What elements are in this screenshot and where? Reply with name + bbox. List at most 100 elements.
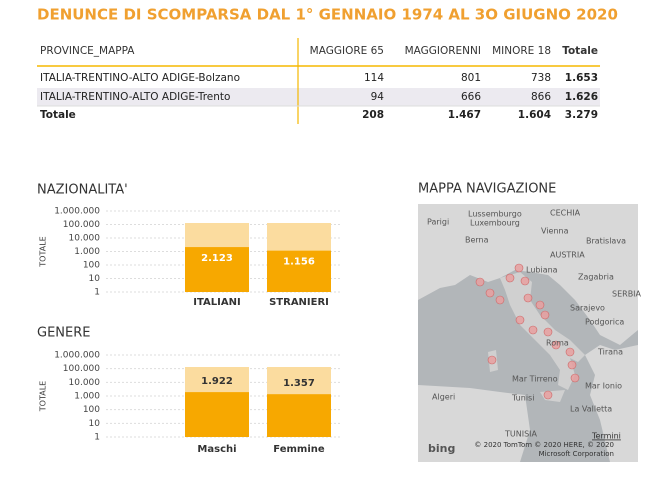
map-marker bbox=[570, 373, 580, 383]
map-africa bbox=[418, 385, 530, 462]
map-attribution: © 2020 TomTom © 2020 HERE, © 2020 Micros… bbox=[474, 441, 614, 458]
y-tick-label: 1 bbox=[94, 288, 100, 298]
y-tick-label: 10 bbox=[89, 274, 101, 284]
y-tick-label: 100.000 bbox=[63, 220, 100, 230]
map-markers bbox=[475, 263, 580, 400]
y-tick-label: 1 bbox=[94, 433, 100, 443]
x-tick-label: Maschi bbox=[197, 444, 236, 455]
map-marker bbox=[520, 276, 530, 286]
table-cell: ITALIA-TRENTINO-ALTO ADIGE-Trento bbox=[40, 91, 230, 103]
map-label: Tunisi bbox=[511, 394, 534, 403]
y-tick-label: 100.000 bbox=[63, 364, 100, 374]
table-cell: 666 bbox=[461, 91, 481, 103]
bar bbox=[185, 392, 249, 437]
data-label: 1.357 bbox=[283, 378, 315, 389]
map-marker bbox=[528, 325, 538, 335]
y-tick-label: 100 bbox=[83, 261, 100, 271]
table-cell: 1.653 bbox=[565, 72, 598, 84]
y-tick-label: 100 bbox=[83, 405, 100, 415]
data-label: 1.156 bbox=[283, 257, 315, 268]
y-tick-label: 1.000.000 bbox=[54, 207, 100, 217]
data-label: 1.922 bbox=[201, 376, 233, 387]
map-label: AUSTRIA bbox=[550, 251, 585, 260]
table-cell: 1.626 bbox=[565, 91, 598, 103]
row-stripe bbox=[37, 88, 600, 106]
y-axis-label: TOTALE bbox=[39, 381, 48, 412]
map-label: Tirana bbox=[597, 348, 623, 357]
y-axis-label: TOTALE bbox=[39, 236, 48, 267]
y-tick-label: 10.000 bbox=[69, 234, 101, 244]
map-marker bbox=[487, 355, 497, 365]
x-tick-label: STRANIERI bbox=[269, 297, 329, 308]
map-label: Zagabria bbox=[578, 273, 614, 282]
bar bbox=[267, 394, 331, 437]
map-marker bbox=[514, 263, 524, 273]
map-marker bbox=[567, 360, 577, 370]
table-cell: 738 bbox=[531, 72, 551, 84]
map-label: Berna bbox=[465, 236, 489, 245]
map-marker bbox=[515, 315, 525, 325]
bar bbox=[267, 250, 331, 292]
table-cell: 801 bbox=[461, 72, 481, 84]
total-cell: 1.604 bbox=[518, 109, 551, 121]
map-label: Mar Ionio bbox=[585, 382, 622, 391]
column-header: MAGGIORENNI bbox=[405, 45, 481, 57]
map-logo: bing bbox=[428, 442, 455, 455]
y-tick-label: 10.000 bbox=[69, 378, 101, 388]
map-marker bbox=[540, 310, 550, 320]
map-label: Bratislava bbox=[586, 237, 626, 246]
chart-title: NAZIONALITA' bbox=[37, 183, 128, 198]
map-label: Parigi bbox=[427, 218, 449, 227]
map-label: La Valletta bbox=[570, 405, 612, 414]
map-land-north bbox=[418, 204, 638, 345]
map-label: Sarajevo bbox=[570, 304, 605, 313]
map-marker bbox=[543, 327, 553, 337]
map-label: SERBIA bbox=[612, 290, 642, 299]
column-header: MAGGIORE 65 bbox=[310, 45, 384, 57]
map-balkans bbox=[585, 345, 638, 462]
map-label: CECHIA bbox=[550, 209, 581, 218]
page-title: DENUNCE DI SCOMPARSA DAL 1° GENNAIO 1974… bbox=[37, 6, 618, 24]
bar bbox=[185, 247, 249, 292]
total-cell: 3.279 bbox=[565, 109, 598, 121]
total-cell: Totale bbox=[40, 109, 76, 121]
map-label: Mar Tirreno bbox=[512, 375, 558, 384]
total-cell: 208 bbox=[362, 109, 384, 121]
chart-title: GENERE bbox=[37, 326, 90, 341]
map-marker bbox=[523, 293, 533, 303]
y-tick-label: 1.000 bbox=[74, 392, 100, 402]
table-cell: 866 bbox=[531, 91, 551, 103]
map-label: Algeri bbox=[432, 393, 455, 402]
column-header: PROVINCE_MAPPA bbox=[40, 45, 135, 57]
map-label: Podgorica bbox=[585, 318, 624, 327]
x-tick-label: ITALIANI bbox=[193, 297, 240, 308]
map-marker bbox=[535, 300, 545, 310]
table-cell: ITALIA-TRENTINO-ALTO ADIGE-Bolzano bbox=[40, 72, 240, 84]
data-label: 2.123 bbox=[201, 253, 233, 264]
map-label: TUNISIA bbox=[504, 430, 538, 439]
y-tick-label: 10 bbox=[89, 419, 101, 429]
map-label: Luxembourg bbox=[470, 219, 520, 228]
map-label: Lubiana bbox=[526, 266, 558, 275]
map-marker bbox=[505, 273, 515, 283]
map-marker bbox=[485, 288, 495, 298]
map-italy bbox=[500, 272, 585, 390]
column-header: MINORE 18 bbox=[492, 45, 551, 57]
column-header: Totale bbox=[562, 45, 598, 57]
y-tick-label: 1.000.000 bbox=[54, 351, 100, 361]
table-cell: 94 bbox=[371, 91, 385, 103]
map-label: Vienna bbox=[541, 227, 569, 236]
table-cell: 114 bbox=[364, 72, 384, 84]
map-marker bbox=[565, 347, 575, 357]
map-marker bbox=[551, 340, 561, 350]
map-terms[interactable]: Termini bbox=[591, 432, 621, 441]
map-label: Roma bbox=[546, 339, 569, 348]
total-cell: 1.467 bbox=[448, 109, 481, 121]
x-tick-label: Femmine bbox=[273, 444, 325, 455]
map-marker bbox=[475, 277, 485, 287]
y-tick-label: 1.000 bbox=[74, 247, 100, 257]
